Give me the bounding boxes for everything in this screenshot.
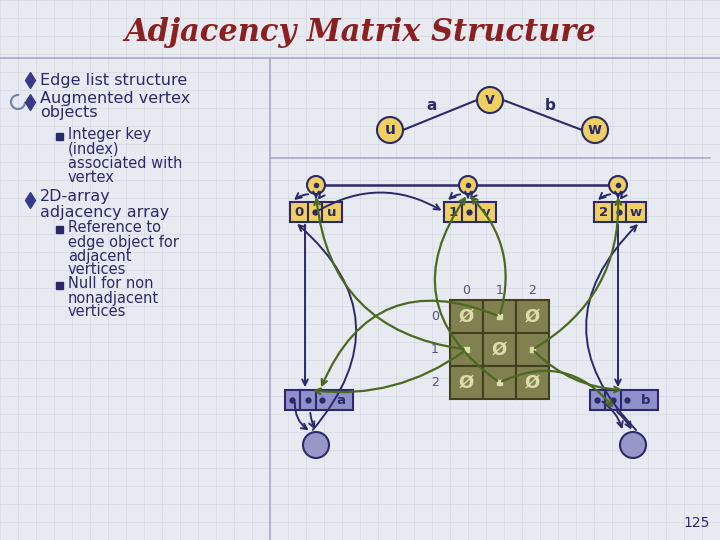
Text: Null for non: Null for non (68, 276, 153, 292)
Text: 2: 2 (431, 376, 439, 389)
Circle shape (303, 432, 329, 458)
Text: Ø: Ø (525, 374, 540, 391)
Text: Ø: Ø (525, 307, 540, 326)
Text: objects: objects (40, 105, 98, 120)
Text: b: b (545, 98, 556, 112)
Bar (516, 366, 549, 399)
Text: Edge list structure: Edge list structure (40, 72, 187, 87)
Text: v: v (482, 206, 490, 219)
Bar (450, 300, 483, 333)
Text: Ø: Ø (459, 374, 474, 391)
Text: edge object for: edge object for (68, 234, 179, 249)
Text: Ø: Ø (492, 341, 507, 359)
Circle shape (609, 176, 627, 194)
Text: Augmented vertex: Augmented vertex (40, 91, 190, 106)
Text: w: w (588, 123, 602, 138)
Circle shape (377, 117, 403, 143)
Circle shape (459, 176, 477, 194)
Text: 125: 125 (683, 516, 710, 530)
Text: 0: 0 (462, 284, 470, 296)
Text: 1: 1 (431, 343, 439, 356)
Bar (483, 333, 516, 366)
Bar (450, 333, 483, 366)
Bar (497, 314, 502, 319)
Text: (index): (index) (68, 141, 120, 157)
Bar (497, 380, 502, 385)
Text: adjacent: adjacent (68, 248, 132, 264)
Bar (56, 282, 63, 289)
Text: 2D-array: 2D-array (40, 190, 111, 205)
Text: 1: 1 (495, 284, 503, 296)
Circle shape (477, 87, 503, 113)
Bar (516, 300, 549, 333)
Text: Ø: Ø (459, 307, 474, 326)
Circle shape (582, 117, 608, 143)
Bar (290, 202, 342, 222)
Circle shape (620, 432, 646, 458)
Circle shape (307, 176, 325, 194)
Bar (530, 347, 535, 352)
Text: Integer key: Integer key (68, 127, 151, 143)
Text: a: a (337, 394, 346, 407)
Text: Adjacency Matrix Structure: Adjacency Matrix Structure (124, 17, 596, 48)
Bar (450, 366, 483, 399)
Text: 0: 0 (294, 206, 304, 219)
Text: adjacency array: adjacency array (40, 205, 169, 219)
Text: 2: 2 (598, 206, 608, 219)
Bar (56, 133, 63, 140)
Bar (590, 390, 658, 410)
Bar (483, 300, 516, 333)
Text: w: w (630, 206, 642, 219)
Text: vertex: vertex (68, 170, 115, 185)
Text: 2: 2 (528, 284, 536, 296)
Text: nonadjacent: nonadjacent (68, 291, 159, 306)
Text: v: v (485, 92, 495, 107)
Bar (483, 366, 516, 399)
Bar (444, 202, 496, 222)
Text: u: u (384, 123, 395, 138)
Text: 0: 0 (431, 310, 439, 323)
Text: vertices: vertices (68, 262, 127, 278)
Bar (464, 347, 469, 352)
Text: u: u (328, 206, 337, 219)
Text: b: b (642, 394, 651, 407)
Text: Reference to: Reference to (68, 220, 161, 235)
Text: vertices: vertices (68, 305, 127, 320)
Text: a: a (427, 98, 437, 112)
Bar (285, 390, 353, 410)
Bar (56, 226, 63, 233)
Text: associated with: associated with (68, 156, 182, 171)
Text: 1: 1 (449, 206, 458, 219)
Bar (594, 202, 646, 222)
Bar (516, 333, 549, 366)
